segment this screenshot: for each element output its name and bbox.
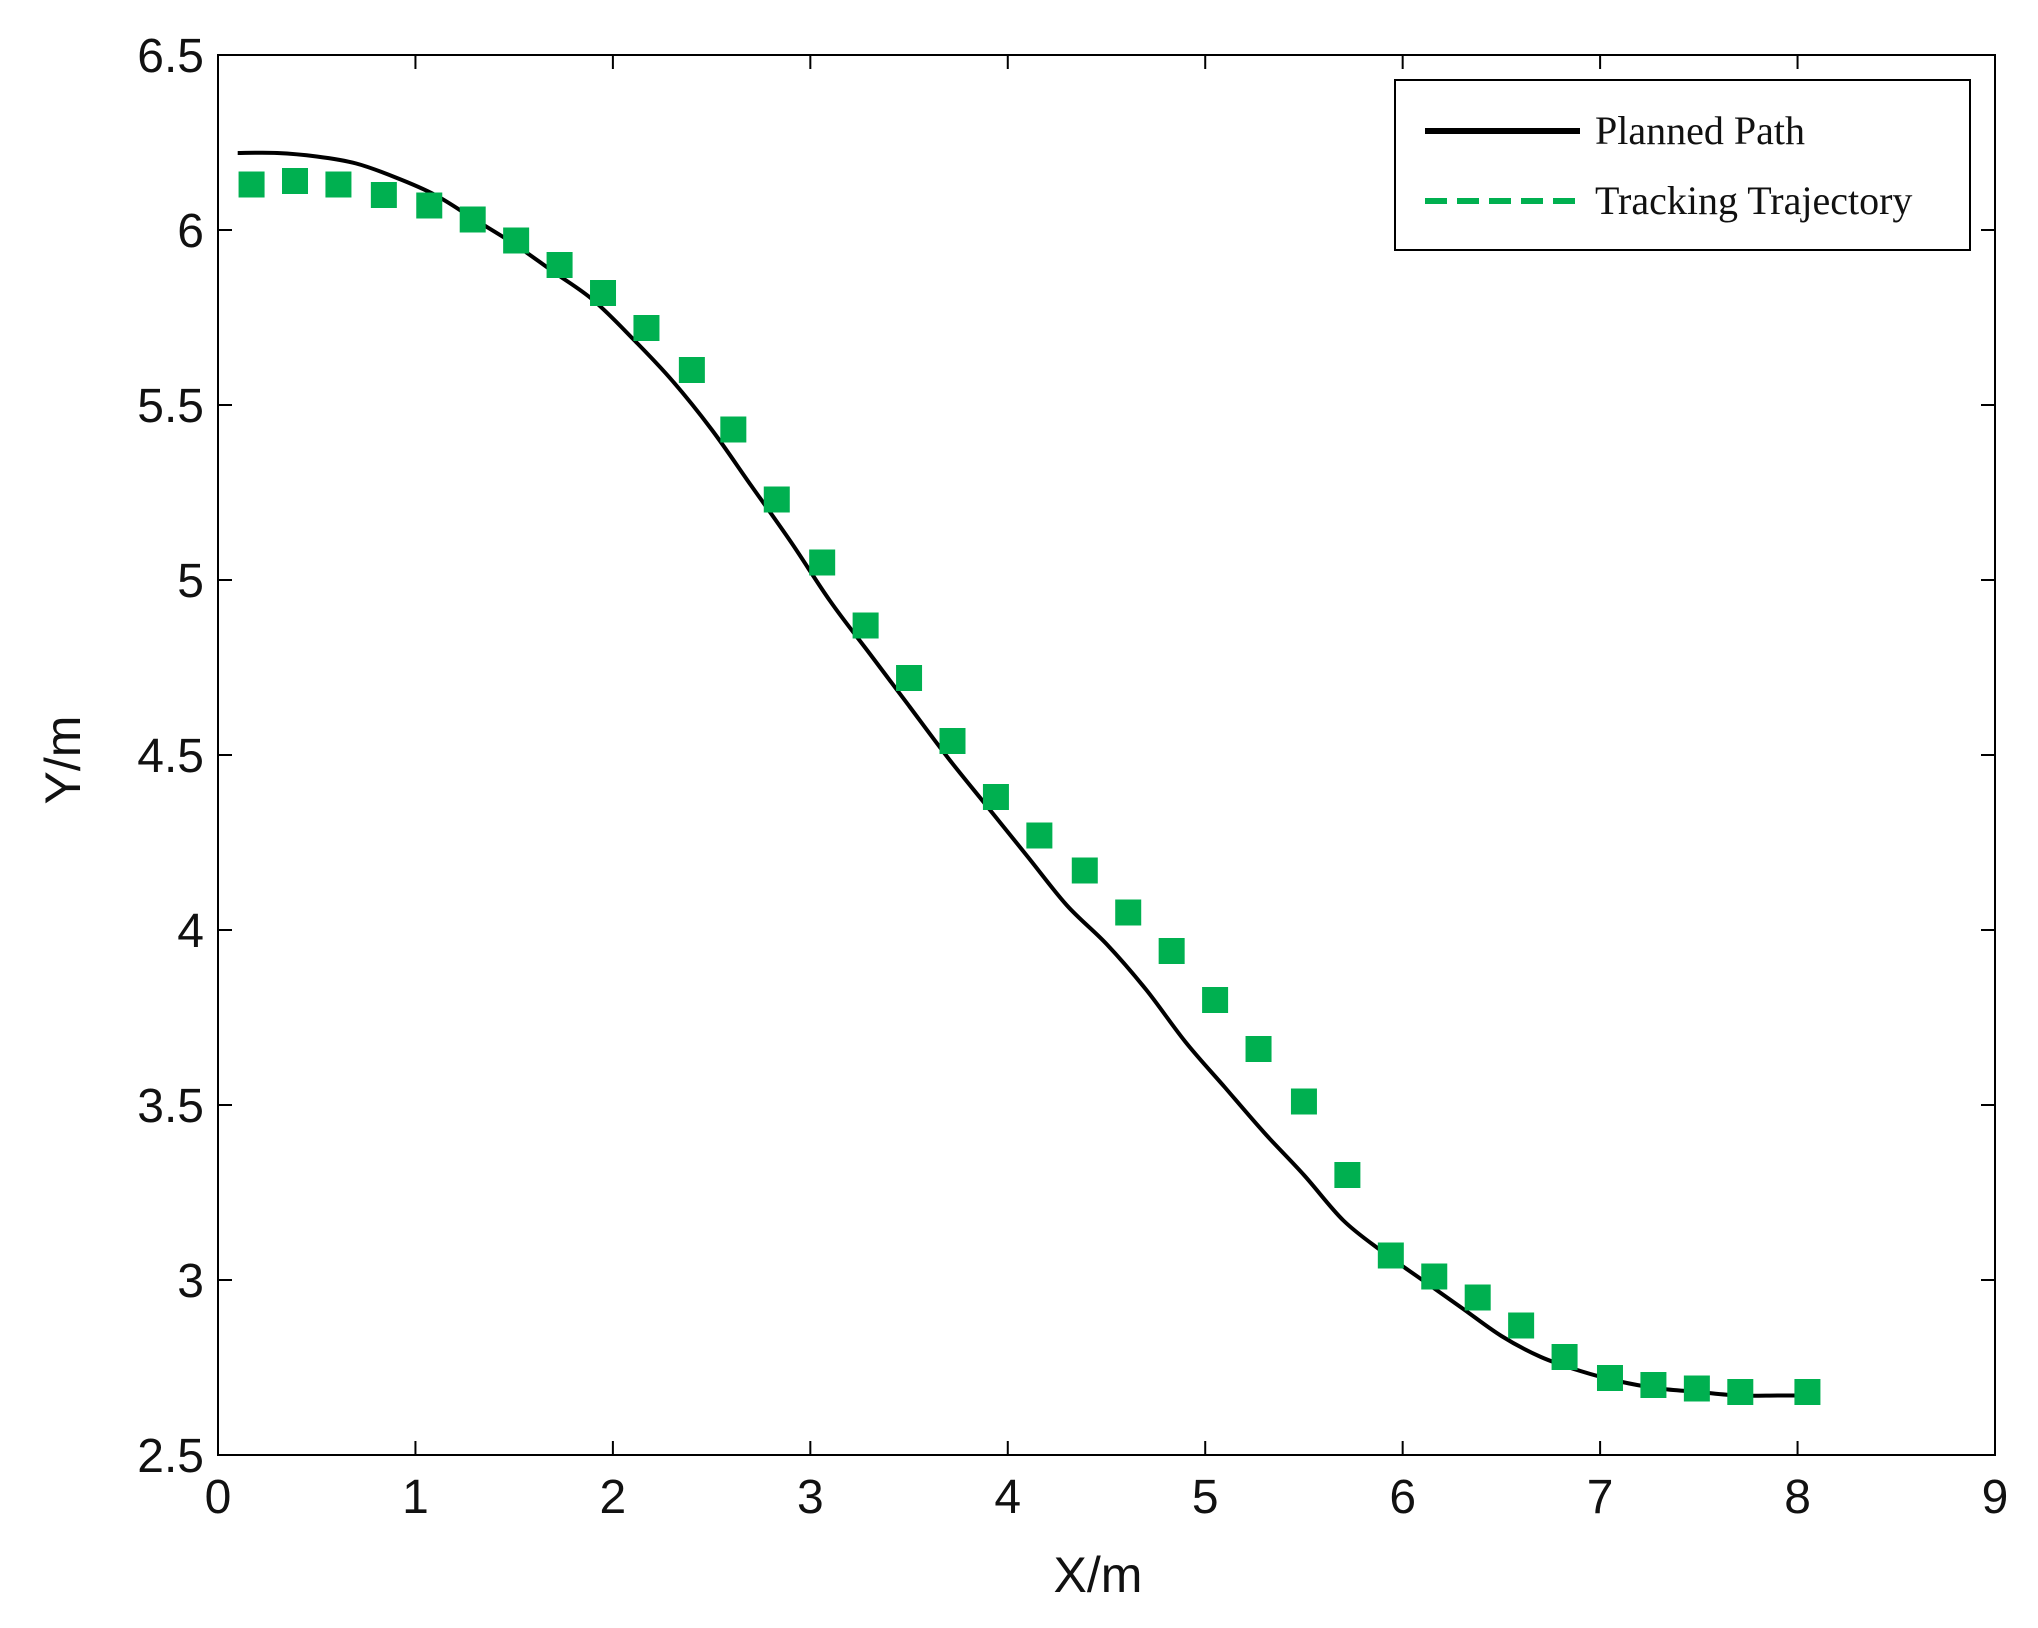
x-tick-label: 0	[205, 1471, 232, 1524]
y-tick-label: 5.5	[137, 380, 204, 433]
tracking-trajectory-point	[763, 486, 790, 513]
tracking-trajectory-point	[282, 168, 309, 194]
tracking-trajectory-point	[896, 665, 923, 691]
y-tick-label: 4	[177, 905, 204, 958]
tracking-trajectory-point	[1508, 1312, 1535, 1339]
tracking-trajectory-point	[370, 182, 397, 208]
x-tick-label: 8	[1784, 1471, 1811, 1524]
x-tick-label: 6	[1389, 1471, 1416, 1524]
tracking-trajectory-point	[809, 549, 836, 576]
y-tick-label: 3.5	[137, 1080, 204, 1133]
tracking-trajectory-point	[939, 728, 966, 754]
tracking-trajectory-point	[1377, 1242, 1404, 1269]
y-tick-label: 6	[177, 205, 204, 258]
y-axis-title: Y/m	[35, 716, 91, 805]
x-tick-label: 3	[797, 1471, 824, 1524]
y-tick-label: 4.5	[137, 730, 204, 783]
y-tick-label: 5	[177, 555, 204, 608]
tracking-trajectory-point	[1071, 857, 1098, 884]
tracking-trajectory-point	[720, 416, 747, 443]
legend-tracking-trajectory-label: Tracking Trajectory	[1595, 178, 1912, 223]
x-tick-label: 5	[1192, 1471, 1219, 1524]
tracking-trajectory-point	[1026, 822, 1053, 849]
x-tick-label: 4	[994, 1471, 1021, 1524]
tracking-trajectory-point	[1290, 1088, 1317, 1115]
tracking-trajectory-point	[1727, 1379, 1754, 1405]
tracking-trajectory-point	[503, 227, 530, 254]
tracking-trajectory-point	[546, 252, 573, 278]
tracking-trajectory-point	[325, 171, 352, 198]
tracking-trajectory-point	[1794, 1379, 1821, 1405]
x-tick-label: 2	[600, 1471, 627, 1524]
x-tick-label: 9	[1982, 1471, 2009, 1524]
series-planned-path-line	[237, 150, 1808, 1398]
tracking-trajectory-point	[1640, 1372, 1667, 1398]
y-tick-label: 6.5	[137, 30, 204, 83]
tracking-trajectory-point	[1115, 899, 1142, 926]
tracking-trajectory-point	[1245, 1036, 1272, 1062]
tracking-trajectory-point	[1464, 1284, 1491, 1311]
tracking-trajectory-point	[1683, 1375, 1710, 1402]
x-axis-title: X/m	[1054, 1547, 1143, 1603]
tracking-trajectory-point	[1596, 1365, 1623, 1391]
tracking-trajectory-point	[678, 357, 705, 383]
tracking-trajectory-point	[416, 192, 443, 219]
y-tick-label: 2.5	[137, 1430, 204, 1483]
tracking-trajectory-point	[1334, 1162, 1361, 1188]
tracking-trajectory-point	[238, 171, 265, 198]
x-tick-label: 1	[402, 1471, 429, 1524]
series-layer	[237, 150, 1821, 1405]
legend: Planned Path Tracking Trajectory	[1394, 79, 1971, 251]
tracking-trajectory-point	[590, 280, 617, 306]
tracking-trajectory-point	[852, 612, 879, 639]
x-tick-label: 7	[1587, 1471, 1614, 1524]
tracking-trajectory-point	[1158, 938, 1185, 964]
tracking-trajectory-point	[1202, 987, 1229, 1013]
y-axis: 2.5 3 3.5 4 4.5 5 5.5 6 6.5	[137, 30, 1995, 1483]
tracking-trajectory-point	[1551, 1344, 1578, 1370]
tracking-trajectory-point	[459, 206, 486, 233]
tracking-trajectory-point	[633, 315, 660, 341]
legend-box	[1394, 79, 1971, 251]
plot-frame	[217, 54, 1996, 1456]
x-axis: 0 1 2 3 4 5 6 7 8 9	[205, 55, 2009, 1524]
tracking-trajectory-point	[1421, 1263, 1448, 1290]
plot-area	[217, 54, 1996, 1456]
tracking-trajectory-point	[982, 784, 1009, 810]
y-tick-label: 3	[177, 1255, 204, 1308]
legend-planned-path-label: Planned Path	[1595, 108, 1805, 153]
